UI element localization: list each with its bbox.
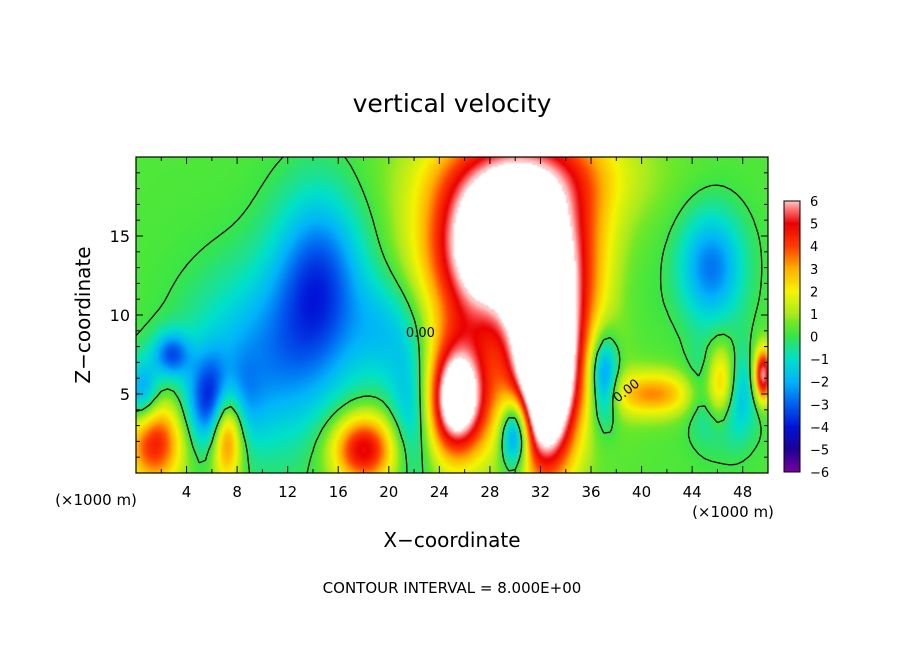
colorbar-label: 5 [810,218,818,233]
contour-label: 0.00 [406,326,435,341]
colorbar-label: 3 [810,263,818,278]
colorbar-label: −6 [810,466,829,481]
x-unit-left: (×1000 m) [55,491,137,509]
x-tick-label: 24 [430,483,449,501]
colorbar-label: 4 [810,240,818,255]
y-tick-labels: 5 10 15 [110,227,130,404]
colorbar-label: −5 [810,443,829,458]
y-tick-label: 5 [120,385,130,404]
x-tick-label: 28 [480,483,499,501]
colorbar-label: 1 [810,308,818,323]
vertical-velocity-field [136,157,768,473]
colorbar-label: −1 [810,353,829,368]
colorbar-label: −4 [810,421,829,436]
x-tick-label: 44 [683,483,702,501]
y-axis-label: Z−coordinate [71,246,95,383]
contour-interval-note: CONTOUR INTERVAL = 8.000E+00 [323,579,582,597]
colorbar-label: 0 [810,331,818,346]
y-tick-label: 10 [110,306,130,325]
axis-ticks [136,157,768,473]
x-tick-label: 20 [379,483,398,501]
x-tick-label: 16 [329,483,348,501]
x-axis-label: X−coordinate [383,528,520,552]
x-tick-labels: 4 8 12 16 20 24 28 32 36 40 44 48 [182,483,752,501]
colorbar-label: 6 [810,195,818,210]
zero-contour-line [135,156,763,474]
chart-title: vertical velocity [353,89,552,118]
x-tick-label: 40 [632,483,651,501]
x-tick-label: 12 [278,483,297,501]
colorbar-frame [783,200,801,473]
x-tick-label: 36 [581,483,600,501]
colorbar-labels: 6 5 4 3 2 1 0 −1 −2 −3 −4 −5 −6 [810,195,829,481]
x-tick-label: 48 [733,483,752,501]
x-tick-label: 32 [531,483,550,501]
y-tick-label: 15 [110,227,130,246]
x-tick-label: 8 [232,483,242,501]
x-unit-right: (×1000 m) [692,503,774,521]
x-tick-label: 4 [182,483,192,501]
zero-contours [135,156,763,474]
colorbar [784,201,800,472]
colorbar-label: −3 [810,398,829,413]
colorbar-label: 2 [810,285,818,300]
colorbar-label: −2 [810,376,829,391]
